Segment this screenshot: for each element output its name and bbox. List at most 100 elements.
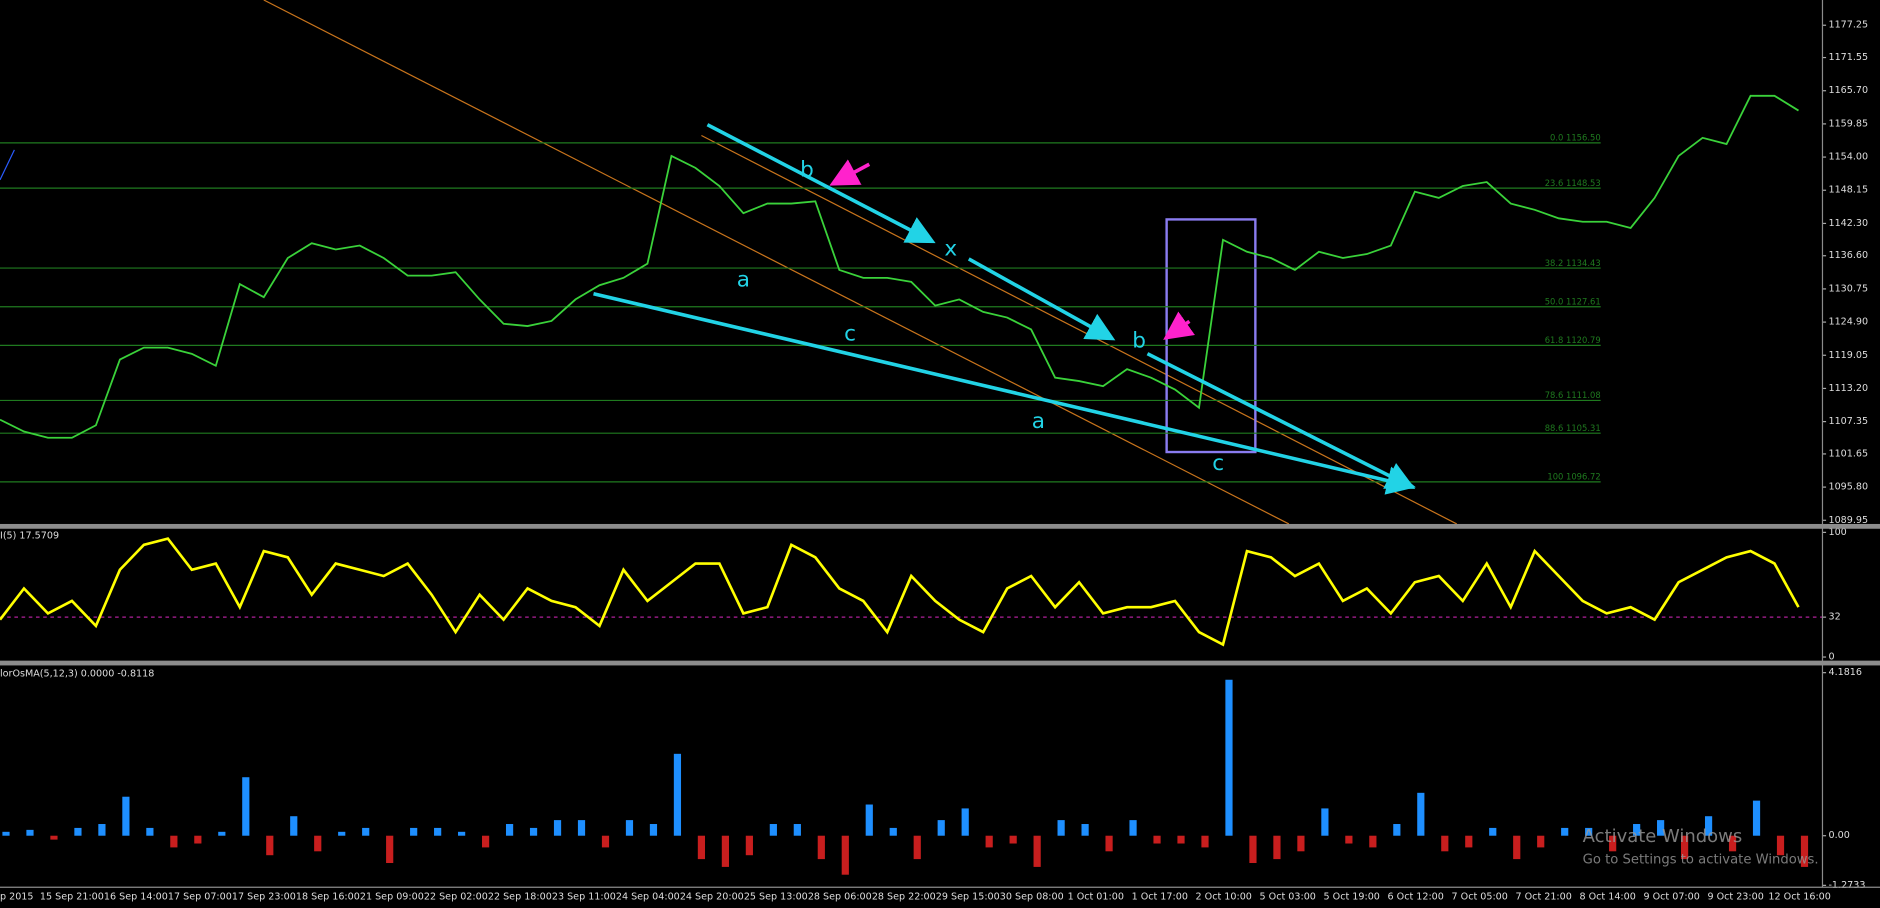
histogram-bar [505,824,514,836]
channel-line [263,0,1290,525]
fib-label: 100 1096.72 [1547,472,1600,482]
histogram-bar [194,835,202,844]
wave-arrow [706,123,936,244]
histogram-bar [889,827,897,836]
histogram-bar [170,835,178,848]
histogram-bar [625,820,634,836]
y-tick-label: 1107.35 [1828,416,1868,427]
histogram-bar [98,824,106,836]
histogram-bar [290,816,298,836]
histogram-bar [649,824,658,836]
histogram-bar [961,808,969,836]
series-line [0,537,1800,647]
wave-label: b [800,157,814,182]
x-tick-label: 16 Sep 14:00 [104,891,168,902]
histogram-bar [2,831,10,836]
histogram-bar [146,827,154,836]
x-tick-label: 23 Sep 11:00 [552,891,616,902]
x-tick-label: 9 Oct 23:00 [1707,891,1763,902]
histogram-bar [1728,835,1737,852]
trend-line [0,149,15,181]
histogram-bar [266,835,274,856]
histogram-bar [26,829,34,836]
histogram-bar [1417,792,1425,836]
histogram-bar [553,820,562,836]
histogram-bar [1776,835,1785,856]
x-tick-label: 1 Oct 01:00 [1068,891,1124,902]
panels: 1177.25 1171.55 1165.70 1159.85 1154.00 1148.… [0,20,1868,891]
indicator-title: I(5) 17.5709 [0,530,59,541]
indicator-title: lorOsMA(5,12,3) 0.0000 -0.8118 [0,668,154,679]
histogram-bar [362,827,370,836]
x-tick-label: 6 Oct 12:00 [1388,891,1444,902]
y-tick-label: 1171.55 [1828,52,1868,63]
wave-label: a [1032,409,1045,434]
y-tick-label: 1148.15 [1828,185,1868,196]
histogram-bar [458,831,466,836]
histogram-bar [1657,820,1665,836]
y-tick-label: 32 [1828,612,1840,623]
x-tick-label: 17 Sep 23:00 [232,891,296,902]
histogram-bar [1680,835,1689,860]
watermark-title: Activate Windows [1583,826,1743,847]
x-tick-label: 1 Oct 17:00 [1132,891,1188,902]
x-tick-label: 7 Oct 05:00 [1452,891,1508,902]
channel-line [701,134,1458,525]
histogram-bar [985,835,993,848]
wave-arrow [593,292,1416,495]
fib-label: 88.6 1105.31 [1545,423,1601,433]
x-tick-label: 18 Sep 16:00 [296,891,360,902]
y-tick-label: 1142.30 [1828,218,1868,229]
histogram-bar [577,820,586,836]
histogram-bar [1800,835,1809,867]
histogram-bar [793,824,801,836]
x-tick-label: 12 Oct 16:00 [1768,891,1830,902]
histogram-bar [1609,835,1617,852]
y-tick-label: 1101.65 [1828,448,1868,459]
histogram-bar [1081,824,1089,836]
fib-label: 78.6 1111.08 [1545,390,1601,400]
histogram-bar [386,835,394,864]
x-tick-label: 30 Sep 08:00 [1000,891,1064,902]
histogram-bar [1177,835,1185,844]
x-tick-label: 9 Oct 07:00 [1643,891,1699,902]
y-tick-label: 0 [1828,652,1834,663]
histogram-bar [410,827,418,836]
histogram-bar [242,777,250,836]
overlay-drawings: b x a c b a c [593,123,1416,495]
histogram-bar [865,804,873,836]
histogram-bar [1249,835,1257,864]
histogram-bar [218,831,226,836]
x-tick-label: 28 Sep 22:00 [872,891,936,902]
x-tick-label: 15 Sep 21:00 [40,891,104,902]
fib-label: 61.8 1120.79 [1545,335,1601,345]
histogram-bar [1633,824,1641,836]
y-tick-label: 1159.85 [1828,118,1868,129]
pointer-arrow [1163,311,1195,340]
histogram-bar [601,835,610,848]
fib-label: 23.6 1148.53 [1545,178,1601,188]
histogram-bar [1225,679,1233,836]
y-tick-label: 1119.05 [1828,350,1868,361]
histogram-bar [122,796,130,836]
histogram-bar [1752,800,1761,836]
y-tick-label: 1130.75 [1828,283,1868,294]
y-tick-label: 0.00 [1828,830,1849,841]
histogram-bar [841,835,849,875]
series-line [0,94,1799,439]
histogram-bar [1369,835,1377,848]
histogram-bar [1129,820,1137,836]
x-tick-label: 2 Oct 10:00 [1196,891,1252,902]
x-tick-label: p 2015 [0,891,34,902]
x-tick-label: 7 Oct 21:00 [1516,891,1572,902]
histogram-bar [1033,835,1041,867]
histogram-bar [1704,816,1713,836]
y-tick-label: 1154.00 [1828,152,1868,163]
x-tick-label: 24 Sep 20:00 [680,891,744,902]
pointer-arrow [829,159,871,186]
x-tick-label: 5 Oct 03:00 [1260,891,1316,902]
y-tick-label: 4.1816 [1828,667,1862,678]
x-tick-label: 25 Sep 13:00 [744,891,808,902]
